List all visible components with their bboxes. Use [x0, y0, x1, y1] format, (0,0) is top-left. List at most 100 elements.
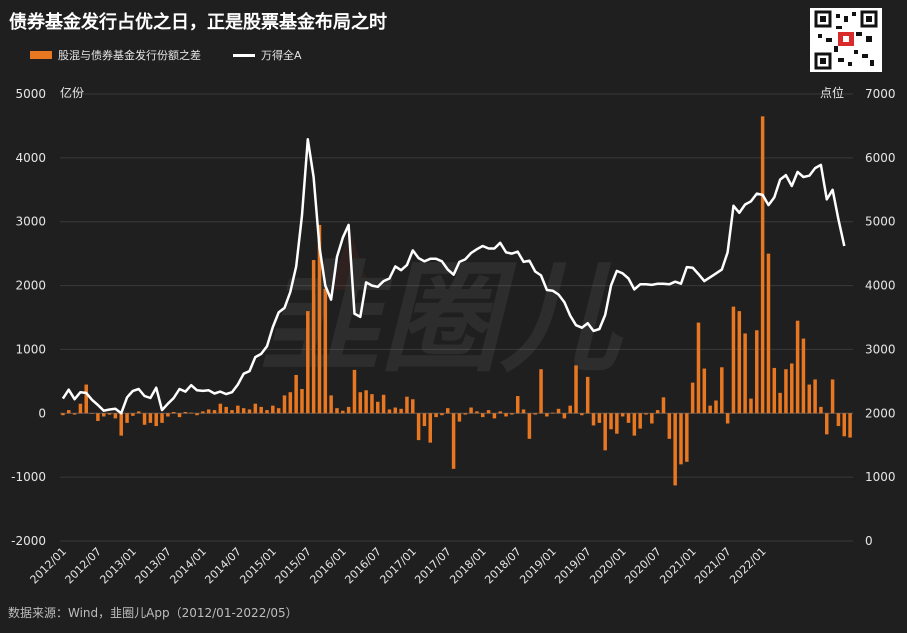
right-axis-unit: 点位: [820, 85, 844, 100]
bar: [306, 311, 310, 414]
bar: [171, 412, 176, 414]
bar: [830, 379, 835, 414]
left-axis-unit: 亿份: [60, 85, 84, 100]
bar: [603, 413, 607, 451]
bar: [72, 413, 77, 415]
x-tick-label: 2012/07: [63, 545, 105, 587]
left-axis: 5000 4000 3000 2000 1000 0 -1000 -2000: [11, 87, 46, 548]
legend-swatch-bar: [30, 51, 52, 59]
bar: [288, 392, 293, 414]
bar: [685, 413, 689, 462]
bar: [422, 413, 427, 427]
bar: [480, 413, 485, 418]
bar: [201, 411, 205, 414]
bar: [212, 410, 217, 414]
bar: [329, 395, 333, 414]
x-tick-label: 2016/07: [342, 545, 384, 587]
left-tick-label: -2000: [11, 534, 46, 548]
right-tick-label: 5000: [865, 215, 896, 229]
bar: [247, 409, 252, 414]
bar: [848, 413, 852, 438]
bar: [387, 409, 392, 414]
bar: [708, 405, 712, 414]
x-tick-label: 2012/01: [28, 545, 70, 587]
bar: [218, 403, 223, 414]
bar: [836, 413, 841, 427]
bar: [510, 413, 514, 415]
x-tick-label: 2017/01: [377, 545, 419, 587]
bar: [539, 369, 543, 414]
bar: [620, 413, 625, 417]
bar: [311, 260, 316, 414]
x-tick-label: 2015/07: [272, 545, 314, 587]
bar: [550, 412, 555, 414]
legend-label-bar: 股混与债券基金发行份额之差: [58, 49, 201, 62]
bar: [119, 413, 123, 436]
x-tick-label: 2017/07: [412, 545, 454, 587]
x-tick-label: 2020/01: [587, 545, 629, 587]
bar: [358, 392, 363, 414]
x-tick-label: 2016/01: [307, 545, 349, 587]
bar: [784, 369, 788, 414]
bar: [725, 413, 730, 424]
bar: [84, 384, 88, 414]
x-tick-label: 2014/01: [167, 545, 209, 587]
bar: [766, 253, 771, 414]
bar: [492, 413, 497, 419]
right-axis: 7000 6000 5000 4000 3000 2000 1000 0: [865, 87, 896, 548]
x-tick-label: 2015/01: [237, 545, 279, 587]
bar: [352, 369, 357, 414]
bar: [760, 116, 765, 414]
bar: [399, 408, 403, 414]
bar: [259, 406, 263, 414]
bar: [364, 390, 368, 414]
x-tick-label: 2021/07: [692, 545, 734, 587]
bar: [819, 406, 823, 414]
x-tick-label: 2018/07: [482, 545, 524, 587]
right-tick-label: 0: [865, 534, 873, 548]
bar: [113, 413, 118, 419]
left-tick-label: -1000: [11, 470, 46, 484]
bar: [661, 397, 666, 414]
bar: [341, 410, 345, 414]
bar: [411, 399, 415, 414]
x-tick-label: 2013/01: [97, 545, 139, 587]
bar: [78, 403, 83, 414]
legend-swatch-line: [233, 53, 255, 57]
bar: [615, 413, 619, 434]
bar: [241, 408, 246, 414]
bar: [276, 408, 281, 414]
bar: [224, 406, 228, 414]
bar: [533, 413, 537, 415]
bar: [136, 411, 141, 414]
x-tick-label: 2013/07: [132, 545, 174, 587]
bar: [370, 394, 374, 414]
right-tick-label: 1000: [865, 470, 896, 484]
bar: [673, 413, 677, 486]
bar: [405, 396, 409, 414]
right-tick-label: 2000: [865, 406, 896, 420]
bar: [597, 413, 602, 423]
bar: [521, 409, 526, 414]
legend-label-line: 万得全A: [261, 49, 302, 62]
bar: [591, 413, 596, 426]
bar: [655, 410, 660, 414]
right-tick-label: 7000: [865, 87, 896, 101]
bar: [166, 413, 170, 417]
bar: [230, 410, 234, 414]
bar: [317, 224, 322, 414]
legend-item-line: 万得全A: [233, 47, 302, 63]
bar: [440, 413, 444, 416]
bar: [556, 408, 561, 414]
bar: [335, 408, 339, 414]
bar: [702, 368, 707, 414]
grid-lines: [60, 93, 853, 542]
bar: [271, 405, 275, 414]
bar-series: [61, 116, 852, 486]
bar: [714, 400, 718, 414]
bar: [107, 413, 112, 415]
x-tick-label: 2018/01: [447, 545, 489, 587]
bar: [61, 413, 65, 416]
bar: [574, 365, 578, 414]
bar: [294, 374, 298, 414]
